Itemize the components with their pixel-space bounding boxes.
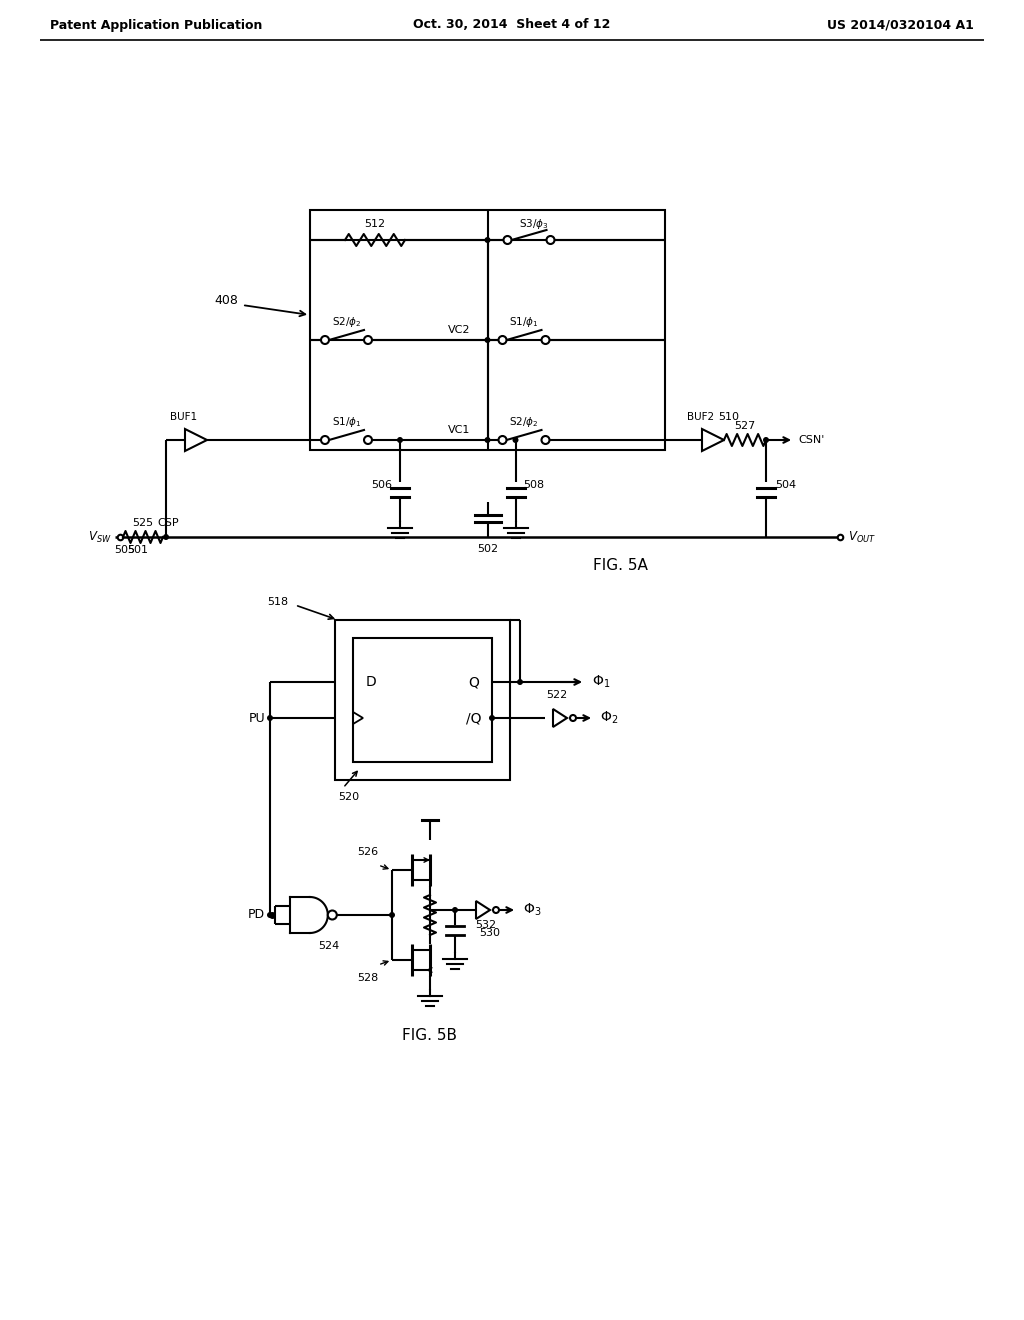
Text: 512: 512 [365, 219, 386, 228]
Circle shape [364, 337, 372, 345]
Text: 510: 510 [718, 412, 739, 422]
Text: 525: 525 [132, 517, 154, 528]
Text: 532: 532 [475, 920, 496, 931]
Text: 502: 502 [477, 544, 499, 554]
Circle shape [499, 337, 507, 345]
Text: FIG. 5B: FIG. 5B [402, 1027, 458, 1043]
Text: Oct. 30, 2014  Sheet 4 of 12: Oct. 30, 2014 Sheet 4 of 12 [414, 18, 610, 32]
Circle shape [542, 436, 550, 444]
Circle shape [517, 678, 523, 685]
Text: BUF2: BUF2 [687, 412, 715, 422]
Circle shape [163, 535, 169, 540]
Circle shape [484, 337, 490, 343]
Bar [310, 210, 665, 450]
Text: S3/$\phi_3$: S3/$\phi_3$ [519, 216, 549, 231]
Text: 527: 527 [734, 421, 756, 432]
Text: S2/$\phi_2$: S2/$\phi_2$ [332, 315, 361, 329]
Text: CSP: CSP [158, 517, 179, 528]
Text: $V_{OUT}$: $V_{OUT}$ [848, 529, 877, 545]
Text: 408: 408 [214, 293, 238, 306]
Circle shape [364, 436, 372, 444]
Circle shape [547, 236, 555, 244]
Text: $\Phi_2$: $\Phi_2$ [600, 710, 618, 726]
Circle shape [763, 437, 769, 444]
Circle shape [499, 436, 507, 444]
Text: Q: Q [469, 675, 479, 689]
Circle shape [512, 437, 518, 444]
Text: US 2014/0320104 A1: US 2014/0320104 A1 [827, 18, 974, 32]
Circle shape [484, 238, 490, 243]
Text: 524: 524 [318, 941, 340, 950]
Circle shape [321, 436, 329, 444]
Text: S1/$\phi_1$: S1/$\phi_1$ [509, 315, 539, 329]
Circle shape [452, 907, 458, 913]
Text: CSN': CSN' [798, 436, 824, 445]
Text: 518: 518 [267, 597, 288, 607]
Text: 520: 520 [338, 792, 359, 803]
Text: FIG. 5A: FIG. 5A [593, 557, 647, 573]
Text: $V_{SW}$: $V_{SW}$ [88, 529, 112, 545]
Text: 501: 501 [128, 545, 148, 554]
Circle shape [397, 437, 403, 444]
Text: PU: PU [249, 711, 265, 725]
Text: S2/$\phi_2$: S2/$\phi_2$ [509, 414, 539, 429]
Text: D: D [366, 675, 377, 689]
Text: 504: 504 [775, 480, 797, 490]
Text: 506: 506 [372, 480, 392, 490]
Text: /Q: /Q [466, 711, 481, 725]
Circle shape [489, 715, 495, 721]
Text: BUF1: BUF1 [170, 412, 198, 422]
Text: VC2: VC2 [449, 325, 471, 335]
Bar [353, 638, 492, 762]
Circle shape [267, 912, 273, 917]
Text: $\Phi_3$: $\Phi_3$ [523, 902, 542, 919]
Text: S1/$\phi_1$: S1/$\phi_1$ [332, 414, 361, 429]
Circle shape [267, 715, 273, 721]
Circle shape [328, 911, 337, 920]
Text: 505: 505 [115, 545, 135, 554]
Text: 522: 522 [547, 690, 567, 700]
Circle shape [570, 715, 575, 721]
Text: $\Phi_1$: $\Phi_1$ [592, 673, 610, 690]
Circle shape [389, 912, 395, 917]
Circle shape [484, 437, 490, 444]
Text: 526: 526 [357, 847, 378, 857]
Text: VC1: VC1 [449, 425, 471, 436]
Text: 528: 528 [356, 973, 378, 983]
Bar [335, 620, 510, 780]
Text: 530: 530 [479, 928, 501, 939]
Text: Patent Application Publication: Patent Application Publication [50, 18, 262, 32]
Circle shape [542, 337, 550, 345]
Text: 508: 508 [523, 480, 544, 490]
Circle shape [504, 236, 512, 244]
Circle shape [321, 337, 329, 345]
Text: PD: PD [248, 908, 265, 921]
Circle shape [493, 907, 499, 913]
